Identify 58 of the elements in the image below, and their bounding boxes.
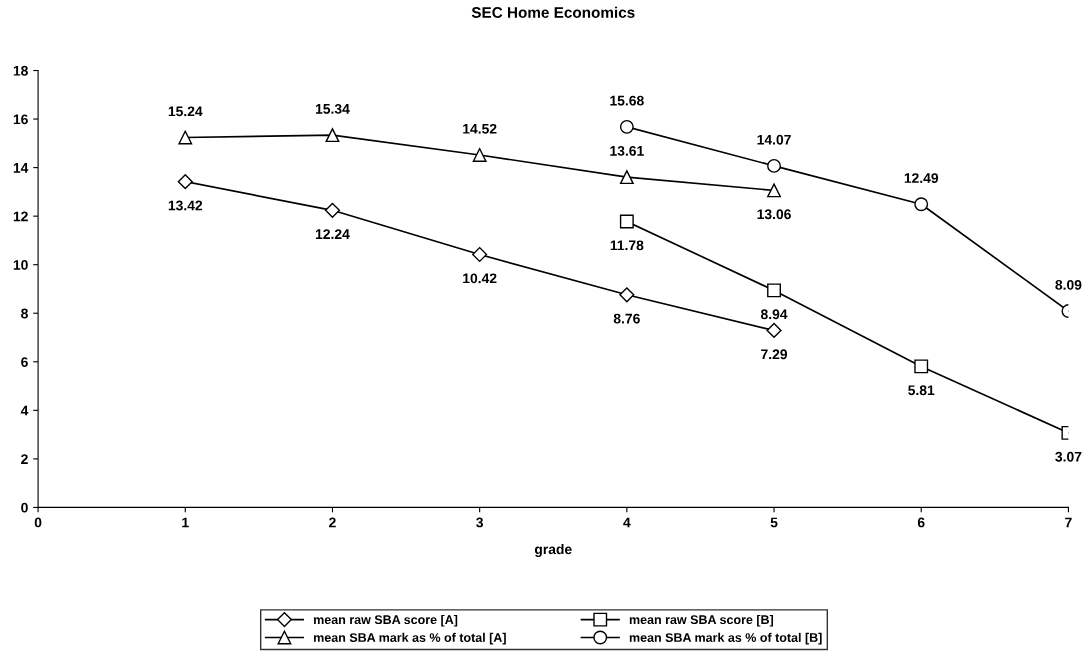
point — [619, 287, 635, 303]
point — [178, 130, 193, 145]
x-tick-label: 1 — [182, 517, 189, 528]
data-label: 5.81 — [908, 385, 935, 396]
point — [325, 128, 340, 143]
point — [619, 214, 634, 229]
point — [177, 174, 193, 190]
data-label: 8.76 — [613, 313, 640, 324]
y-tick-label: 6 — [21, 357, 28, 367]
legend-label: mean SBA mark as % of total [B] — [629, 632, 822, 645]
x-tick-label: 3 — [476, 517, 484, 528]
data-label: 12.24 — [315, 229, 350, 239]
point — [766, 322, 782, 339]
y-tick-label: 4 — [20, 405, 29, 416]
data-label: 13.61 — [610, 145, 644, 156]
legend-label: mean raw SBA score [A] — [314, 614, 458, 627]
y-tick-label: 8 — [21, 308, 28, 319]
data-label: 3.07 — [1055, 451, 1082, 462]
data-label: 14.07 — [757, 134, 791, 145]
data-label: 14.52 — [463, 123, 497, 134]
point — [767, 283, 781, 298]
y-tick-label: 0 — [21, 502, 28, 513]
point — [619, 119, 634, 134]
x-tick-label: 2 — [329, 517, 336, 528]
x-tick-label: 4 — [623, 517, 631, 528]
y-tick-label: 16 — [13, 114, 28, 125]
data-label: 15.24 — [168, 106, 203, 117]
y-tick-label: 10 — [13, 260, 28, 270]
point — [914, 197, 929, 212]
point — [324, 202, 341, 218]
chart-title: SEC Home Economics — [471, 6, 635, 18]
point — [914, 359, 929, 374]
data-label: 13.42 — [168, 200, 203, 211]
data-label: 10.42 — [463, 273, 497, 284]
y-tick-label: 18 — [13, 65, 28, 76]
x-tick-label: 7 — [1065, 517, 1072, 528]
x-tick-label: 5 — [770, 517, 778, 528]
legend-label: mean SBA mark as % of total [A] — [314, 632, 506, 645]
x-axis-title: grade — [534, 543, 572, 557]
point — [472, 148, 487, 162]
data-label: 8.94 — [760, 309, 788, 320]
x-tick-label: 0 — [34, 517, 42, 528]
data-label: 13.06 — [757, 209, 791, 220]
y-tick-label: 2 — [21, 454, 28, 464]
y-tick-label: 12 — [13, 211, 28, 222]
data-label: 7.29 — [761, 349, 788, 360]
data-label: 15.68 — [610, 95, 644, 106]
point — [767, 183, 781, 198]
point — [619, 170, 634, 185]
legend-label: mean raw SBA score [B] — [629, 614, 774, 627]
data-label: 11.78 — [610, 240, 644, 251]
point — [767, 158, 781, 173]
point — [472, 246, 488, 263]
data-label: 15.34 — [315, 103, 350, 114]
data-label: 12.49 — [904, 173, 939, 183]
data-label: 8.09 — [1055, 279, 1082, 290]
x-tick-label: 6 — [917, 517, 925, 528]
y-tick-label: 14 — [13, 163, 29, 173]
